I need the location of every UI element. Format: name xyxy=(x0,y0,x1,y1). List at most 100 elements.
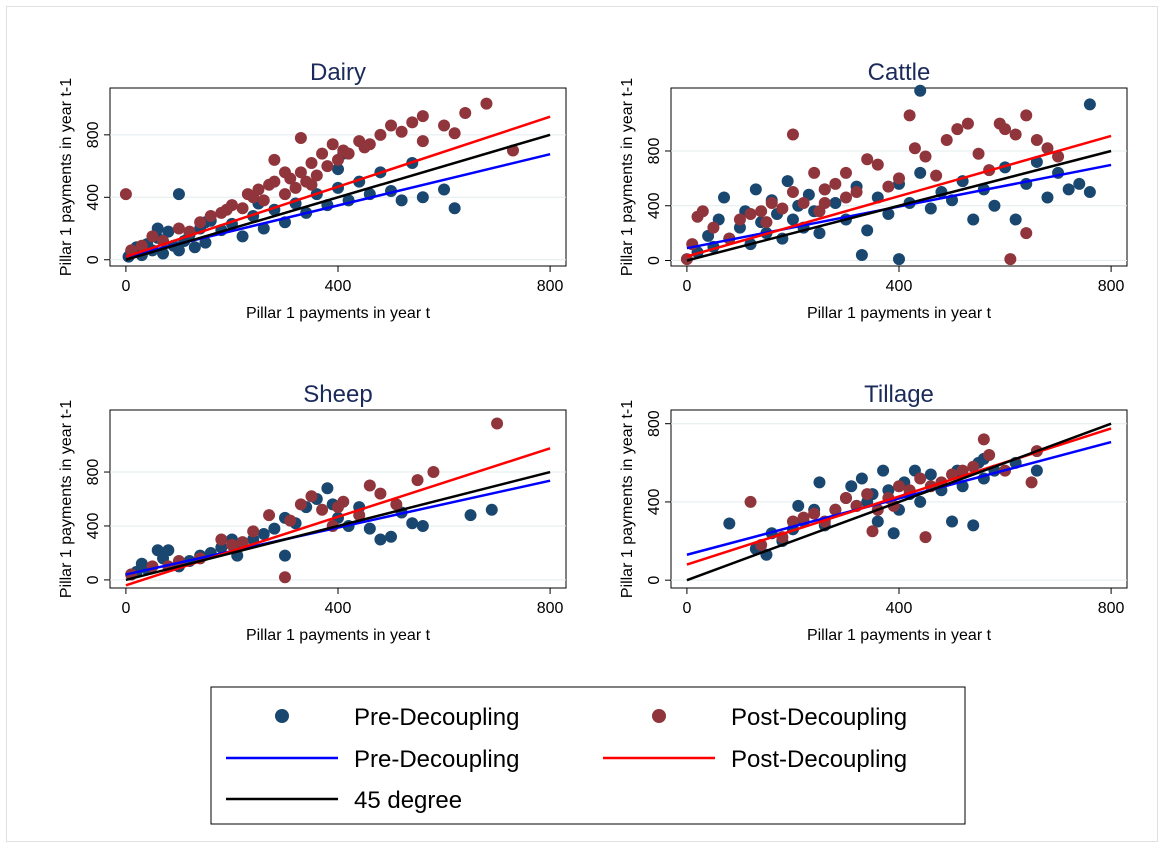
data-point-pre xyxy=(162,544,175,557)
data-point-pre xyxy=(749,183,762,196)
data-point-post xyxy=(930,169,943,182)
data-point-post xyxy=(733,213,746,226)
chart-marks: 0 400 800 0 400 800 xyxy=(646,84,1127,295)
data-point-pre xyxy=(914,495,927,508)
data-point-pre xyxy=(448,202,461,215)
data-point-pre xyxy=(877,464,890,477)
x-axis-label: Pillar 1 payments in year t xyxy=(807,627,992,644)
data-point-post xyxy=(786,128,799,141)
legend: Pre-Decoupling Post-Decoupling Pre-Decou… xyxy=(210,686,966,825)
data-point-post xyxy=(956,464,969,477)
panel-tillage: Tillage Pillar 1 payments in year t Pill… xyxy=(619,381,1128,644)
y-axis-label: Pillar 1 payments in year t-1 xyxy=(58,400,75,598)
data-point-pre xyxy=(321,482,334,495)
data-point-post xyxy=(760,216,773,229)
data-point-pre xyxy=(914,84,927,97)
data-point-post xyxy=(263,509,276,522)
data-point-post xyxy=(480,97,493,110)
x-tick-label: 800 xyxy=(1098,600,1125,617)
data-point-post xyxy=(294,166,307,179)
data-point-post xyxy=(1020,109,1033,122)
data-point-post xyxy=(829,177,842,190)
data-point-post xyxy=(284,514,297,527)
data-point-post xyxy=(1020,227,1033,240)
panel-sheep: Sheep Pillar 1 payments in year t Pillar… xyxy=(58,381,567,644)
data-point-post xyxy=(119,188,132,201)
data-point-post xyxy=(363,479,376,492)
data-point-pre xyxy=(988,199,1001,212)
data-point-post xyxy=(850,186,863,199)
y-axis-label: Pillar 1 payments in year t-1 xyxy=(58,78,75,276)
data-point-post xyxy=(882,180,895,193)
data-point-post xyxy=(310,169,323,182)
legend-label-45: 45 degree xyxy=(354,787,462,814)
data-point-post xyxy=(707,221,720,234)
data-point-post xyxy=(776,202,789,215)
data-point-post xyxy=(839,191,852,204)
x-axis-label: Pillar 1 payments in year t xyxy=(246,627,431,644)
x-tick-label: 400 xyxy=(325,278,352,295)
chart-marks: 0 400 800 0 400 800 xyxy=(85,417,566,617)
chart-marks: 0 400 800 0 400 800 xyxy=(646,410,1127,617)
x-tick-label: 400 xyxy=(886,600,913,617)
data-point-post xyxy=(1030,134,1043,147)
data-point-pre xyxy=(257,528,270,541)
panel-cattle: Cattle Pillar 1 payments in year t Pilla… xyxy=(619,59,1128,322)
data-point-pre xyxy=(385,530,398,543)
data-point-pre xyxy=(733,221,746,234)
data-point-post xyxy=(977,433,990,446)
data-point-post xyxy=(818,197,831,210)
data-point-post xyxy=(146,230,159,243)
legend-label-pre-marker: Pre-Decoupling xyxy=(354,704,519,731)
x-tick-label: 400 xyxy=(325,600,352,617)
data-point-post xyxy=(342,147,355,160)
data-point-post xyxy=(967,460,980,473)
legend-label-pre-line: Pre-Decoupling xyxy=(354,746,519,773)
data-point-post xyxy=(1004,253,1017,266)
data-point-post xyxy=(236,536,249,549)
fit-line-post xyxy=(125,115,551,258)
data-point-post xyxy=(829,503,842,516)
data-point-post xyxy=(940,134,953,147)
data-point-pre xyxy=(924,468,937,481)
data-point-pre xyxy=(172,244,185,257)
data-point-post xyxy=(247,525,260,538)
data-point-post xyxy=(438,119,451,132)
data-point-post xyxy=(411,474,424,487)
data-point-post xyxy=(914,472,927,485)
data-point-pre xyxy=(723,517,736,530)
data-point-post xyxy=(316,503,329,516)
data-point-post xyxy=(390,498,403,511)
data-point-pre xyxy=(199,236,212,249)
data-point-post xyxy=(1041,142,1054,155)
y-tick-label: 400 xyxy=(646,488,663,515)
data-point-pre xyxy=(855,472,868,485)
reference-line-45 xyxy=(686,149,1112,262)
data-point-pre xyxy=(845,480,858,493)
data-point-post xyxy=(1009,128,1022,141)
data-point-pre xyxy=(967,519,980,532)
data-point-pre xyxy=(236,230,249,243)
data-point-post xyxy=(305,490,318,503)
data-point-pre xyxy=(967,213,980,226)
data-point-post xyxy=(257,194,270,207)
chart-title: Sheep xyxy=(303,381,372,408)
data-point-post xyxy=(406,116,419,129)
data-point-post xyxy=(999,123,1012,136)
data-point-post xyxy=(972,147,985,160)
data-point-pre xyxy=(188,241,201,254)
y-axis-label: Pillar 1 payments in year t-1 xyxy=(619,400,636,598)
legend-marker-post xyxy=(652,709,666,723)
data-point-pre xyxy=(829,197,842,210)
data-point-pre xyxy=(781,175,794,188)
x-tick-label: 0 xyxy=(682,278,691,295)
data-point-post xyxy=(172,222,185,235)
data-point-pre xyxy=(813,476,826,489)
data-point-post xyxy=(919,531,932,544)
data-point-post xyxy=(786,186,799,199)
data-point-post xyxy=(861,488,874,501)
x-tick-label: 800 xyxy=(1098,278,1125,295)
data-point-post xyxy=(808,507,821,520)
fit-line-pre xyxy=(125,479,551,576)
